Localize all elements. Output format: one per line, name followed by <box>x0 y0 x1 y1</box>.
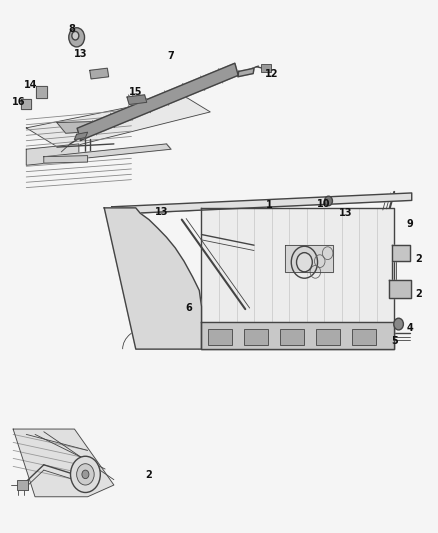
Polygon shape <box>57 122 105 133</box>
Text: 12: 12 <box>265 69 278 78</box>
Polygon shape <box>389 280 411 298</box>
Bar <box>280 329 304 345</box>
Bar <box>261 64 271 72</box>
Text: 15: 15 <box>129 87 142 96</box>
Polygon shape <box>392 245 410 261</box>
Bar <box>244 329 268 345</box>
Text: 2: 2 <box>415 254 422 263</box>
Text: 2: 2 <box>415 289 422 299</box>
Polygon shape <box>21 99 31 109</box>
Polygon shape <box>238 68 254 77</box>
Polygon shape <box>77 63 238 140</box>
Polygon shape <box>285 245 333 272</box>
Bar <box>208 329 232 345</box>
Text: 13: 13 <box>339 208 353 218</box>
Polygon shape <box>26 144 79 165</box>
Polygon shape <box>201 322 394 349</box>
Bar <box>352 329 376 345</box>
Circle shape <box>77 464 94 485</box>
Text: 14: 14 <box>24 80 37 90</box>
Bar <box>316 329 340 345</box>
Text: 1: 1 <box>266 200 273 210</box>
Text: 8: 8 <box>69 25 76 34</box>
Text: 5: 5 <box>391 336 398 346</box>
Polygon shape <box>13 429 114 497</box>
Polygon shape <box>36 86 47 98</box>
Polygon shape <box>74 132 88 140</box>
Polygon shape <box>44 144 171 162</box>
Bar <box>17 480 28 490</box>
Text: 6: 6 <box>185 303 192 313</box>
Polygon shape <box>26 96 210 149</box>
Polygon shape <box>90 68 109 79</box>
Text: 13: 13 <box>155 207 169 217</box>
Circle shape <box>394 318 403 330</box>
Circle shape <box>325 196 332 206</box>
Text: 9: 9 <box>406 219 413 229</box>
Text: 16: 16 <box>12 98 25 107</box>
Circle shape <box>69 28 85 47</box>
Circle shape <box>72 31 79 40</box>
Polygon shape <box>44 156 88 163</box>
Polygon shape <box>112 193 412 214</box>
Text: 7: 7 <box>167 51 174 61</box>
Text: 13: 13 <box>74 50 88 59</box>
Circle shape <box>71 456 100 492</box>
Circle shape <box>297 253 312 272</box>
Text: 10: 10 <box>318 199 331 208</box>
Circle shape <box>82 470 89 479</box>
Polygon shape <box>127 95 147 104</box>
Polygon shape <box>201 208 394 349</box>
Polygon shape <box>104 208 201 349</box>
Text: 4: 4 <box>406 323 413 333</box>
Text: 2: 2 <box>145 471 152 480</box>
